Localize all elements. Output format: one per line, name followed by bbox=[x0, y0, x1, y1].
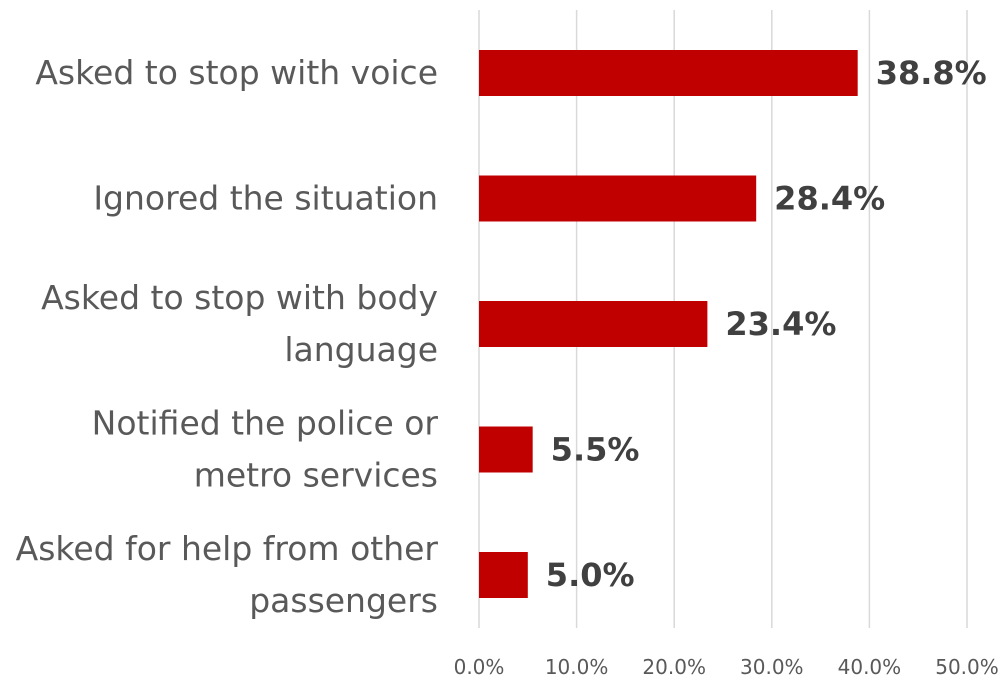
x-tick-label: 20.0% bbox=[642, 655, 706, 679]
data-label: 28.4% bbox=[774, 180, 885, 218]
category-label-line: language bbox=[284, 330, 438, 369]
bar bbox=[479, 552, 528, 598]
category-label: Asked to stop with body language bbox=[41, 278, 438, 369]
x-tick-label: 10.0% bbox=[545, 655, 609, 679]
category-label-line: metro services bbox=[194, 456, 438, 495]
category-labels: Asked to stop with voice Ignored the situ… bbox=[16, 53, 439, 620]
category-label: Asked for help from other passengers bbox=[16, 529, 439, 620]
category-label-line: Asked for help from other bbox=[16, 529, 439, 568]
x-tick-label: 0.0% bbox=[454, 655, 505, 679]
bar bbox=[479, 301, 707, 347]
category-label-line: Notified the police or bbox=[92, 404, 439, 443]
category-label: Ignored the situation bbox=[93, 179, 438, 218]
x-tick-label: 30.0% bbox=[740, 655, 804, 679]
x-axis-tick-labels: 0.0% 10.0% 20.0% 30.0% 40.0% 50.0% bbox=[454, 655, 999, 679]
category-label: Notified the police or metro services bbox=[92, 404, 439, 495]
category-label-line: Asked to stop with voice bbox=[35, 53, 438, 92]
bar bbox=[479, 50, 858, 96]
category-label-line: Ignored the situation bbox=[93, 179, 438, 218]
category-label: Asked to stop with voice bbox=[35, 53, 438, 92]
data-label: 38.8% bbox=[876, 54, 987, 92]
x-tick-label: 50.0% bbox=[935, 655, 999, 679]
bar bbox=[479, 427, 533, 473]
data-label: 23.4% bbox=[725, 305, 836, 343]
x-tick-label: 40.0% bbox=[838, 655, 902, 679]
category-label-line: passengers bbox=[249, 581, 438, 620]
data-label: 5.0% bbox=[546, 556, 635, 594]
bar bbox=[479, 176, 756, 222]
category-label-line: Asked to stop with body bbox=[41, 278, 438, 317]
data-label: 5.5% bbox=[551, 431, 640, 469]
